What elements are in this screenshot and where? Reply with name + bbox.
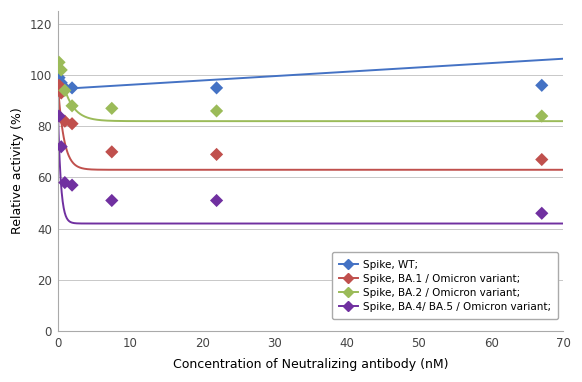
- Point: [537, 113, 546, 119]
- Point: [56, 67, 66, 73]
- Point: [54, 113, 63, 119]
- Point: [68, 103, 77, 109]
- Point: [56, 90, 66, 96]
- Point: [60, 87, 69, 94]
- Point: [212, 85, 221, 91]
- Point: [60, 118, 69, 124]
- Point: [68, 182, 77, 188]
- Point: [107, 105, 116, 112]
- Point: [54, 74, 63, 81]
- Point: [54, 82, 63, 88]
- Point: [56, 80, 66, 86]
- Point: [56, 144, 66, 150]
- Point: [212, 108, 221, 114]
- Point: [537, 210, 546, 216]
- Point: [537, 157, 546, 163]
- Point: [212, 151, 221, 157]
- Point: [212, 197, 221, 204]
- Point: [107, 197, 116, 204]
- Point: [60, 85, 69, 91]
- Legend: Spike, WT;, Spike, BA.1 / Omicron variant;, Spike, BA.2 / Omicron variant;, Spik: Spike, WT;, Spike, BA.1 / Omicron varian…: [332, 252, 558, 319]
- Point: [68, 85, 77, 91]
- Point: [68, 121, 77, 127]
- Point: [60, 180, 69, 186]
- Point: [537, 82, 546, 88]
- X-axis label: Concentration of Neutralizing antibody (nM): Concentration of Neutralizing antibody (…: [173, 358, 448, 371]
- Y-axis label: Relative activity (%): Relative activity (%): [11, 108, 24, 235]
- Point: [107, 149, 116, 155]
- Point: [54, 59, 63, 65]
